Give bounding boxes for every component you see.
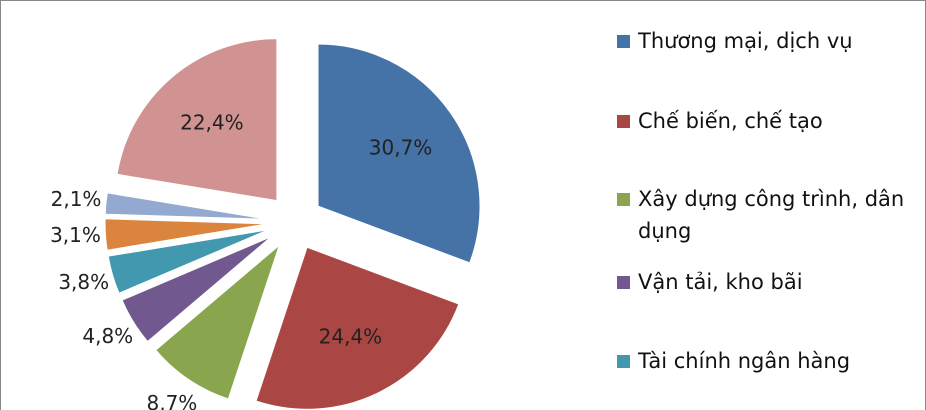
pie-slice [255, 246, 460, 410]
data-label: 8,7% [147, 391, 198, 410]
legend-label: Tài chính ngân hàng [638, 349, 851, 373]
legend-item: Xây dựng công trình, dân dụng [617, 183, 907, 247]
data-label: 3,8% [58, 270, 109, 294]
legend-label: Thương mại, dịch vụ [638, 29, 853, 53]
legend-label: Vận tải, kho bãi [638, 270, 803, 294]
legend-swatch [617, 355, 630, 368]
pie-slice [317, 43, 481, 264]
data-label: 3,1% [50, 223, 101, 247]
legend-swatch [617, 115, 630, 128]
pie-slice [107, 229, 269, 294]
legend-item: Thương mại, dịch vụ [617, 25, 907, 57]
pie-slice [116, 38, 278, 202]
data-label: 22,4% [180, 111, 244, 135]
pie-slice [104, 192, 268, 220]
pie-slice [155, 243, 281, 400]
data-label: 4,8% [82, 324, 133, 348]
legend-item: Tài chính ngân hàng [617, 345, 907, 377]
legend-swatch [617, 35, 630, 48]
legend-item: Chế biến, chế tạo [617, 105, 907, 137]
legend-label: Chế biến, chế tạo [638, 109, 823, 133]
data-label: 2,1% [51, 187, 102, 211]
legend-swatch [617, 193, 630, 206]
pie-slice [121, 236, 272, 343]
data-label: 30,7% [369, 135, 433, 159]
legend-swatch [617, 276, 630, 289]
data-label: 24,4% [319, 324, 383, 348]
pie-slice [104, 218, 268, 251]
legend-label: Xây dựng công trình, dân dụng [638, 187, 905, 243]
legend-item: Vận tải, kho bãi [617, 266, 907, 298]
